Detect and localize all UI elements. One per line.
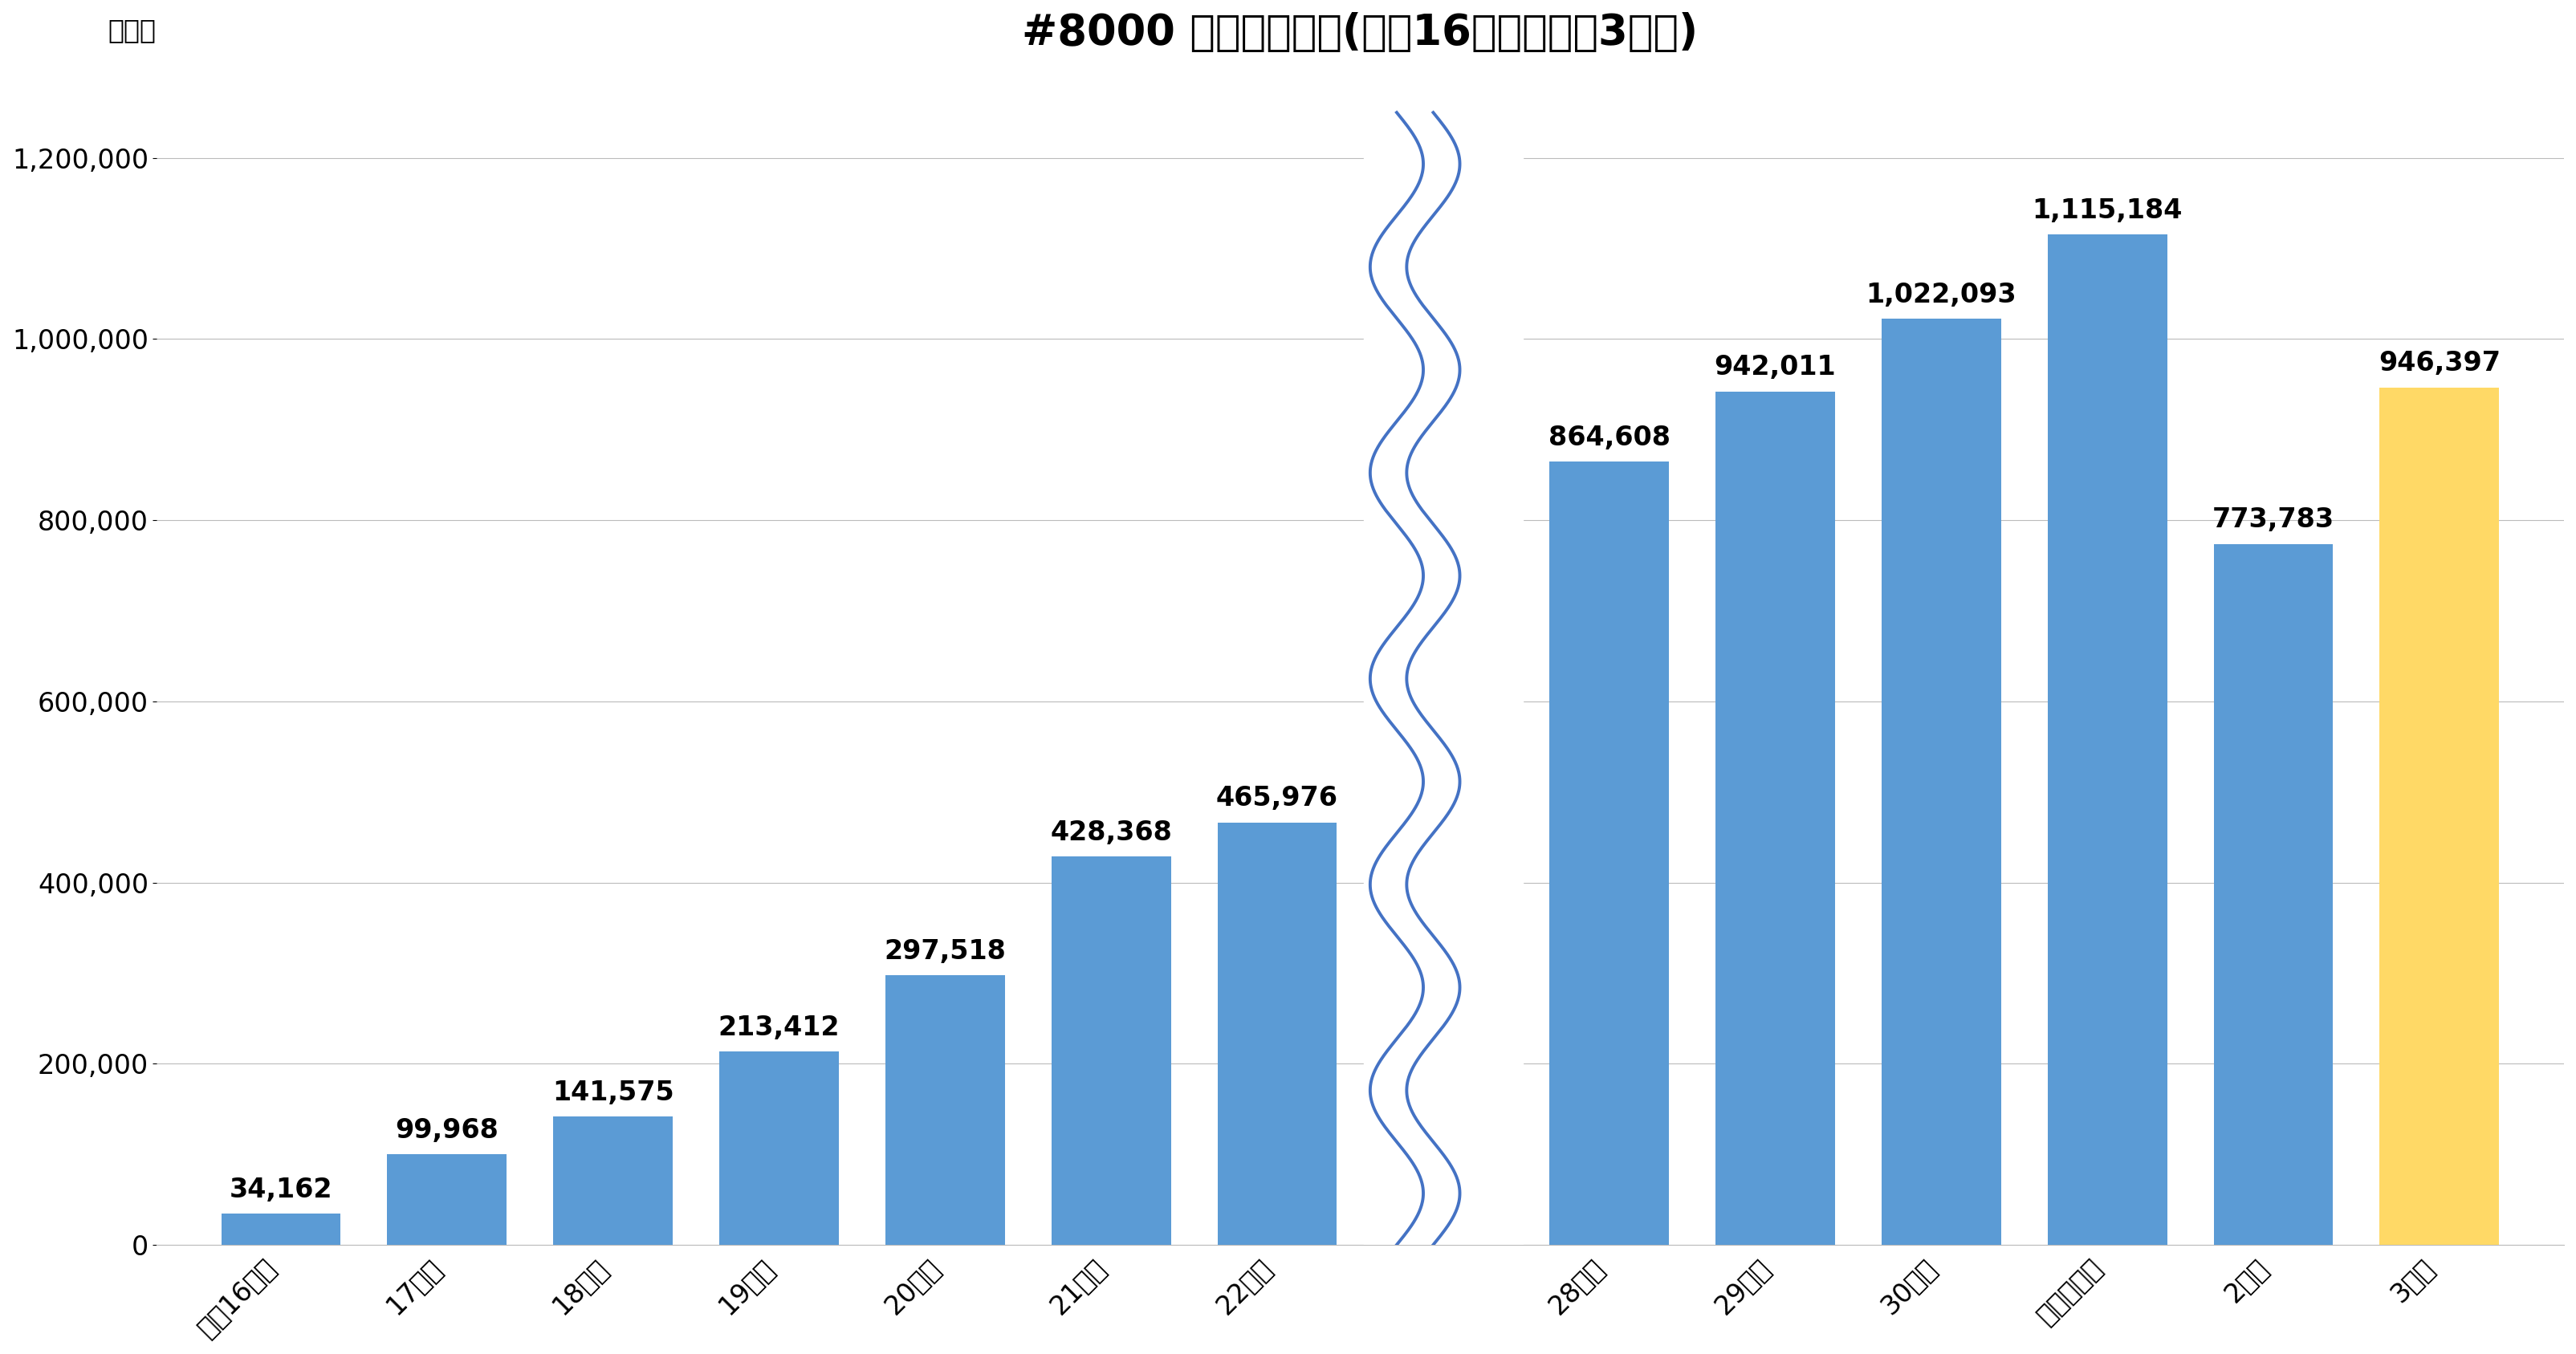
Title: #8000 全国相談件数(平成16年度～令和3年度): #8000 全国相談件数(平成16年度～令和3年度) xyxy=(1023,12,1698,54)
Bar xyxy=(1716,391,1834,1244)
Text: 946,397: 946,397 xyxy=(2378,351,2501,376)
Bar xyxy=(1051,857,1172,1244)
Bar xyxy=(2048,234,2166,1244)
Bar xyxy=(554,1117,672,1244)
Bar xyxy=(1880,320,2002,1244)
Text: 34,162: 34,162 xyxy=(229,1177,332,1202)
Bar xyxy=(1218,823,1337,1244)
Text: 942,011: 942,011 xyxy=(1716,355,1837,380)
Text: 864,608: 864,608 xyxy=(1548,424,1669,451)
Bar xyxy=(1363,58,1522,1254)
Text: 428,368: 428,368 xyxy=(1051,819,1172,846)
Bar xyxy=(2380,387,2499,1244)
Text: 141,575: 141,575 xyxy=(551,1079,675,1106)
Bar xyxy=(1551,462,1669,1244)
Bar xyxy=(222,1213,340,1244)
Text: 213,412: 213,412 xyxy=(719,1014,840,1041)
Text: 465,976: 465,976 xyxy=(1216,785,1337,812)
Text: 773,783: 773,783 xyxy=(2213,506,2334,533)
Text: 297,518: 297,518 xyxy=(884,938,1007,964)
Text: 1,022,093: 1,022,093 xyxy=(1865,282,2017,309)
Bar xyxy=(2213,544,2334,1244)
Text: （件）: （件） xyxy=(108,18,157,43)
Bar xyxy=(386,1154,507,1244)
Bar xyxy=(719,1052,840,1244)
Text: 1,115,184: 1,115,184 xyxy=(2032,198,2182,223)
Bar xyxy=(886,975,1005,1244)
Text: 99,968: 99,968 xyxy=(394,1117,500,1143)
